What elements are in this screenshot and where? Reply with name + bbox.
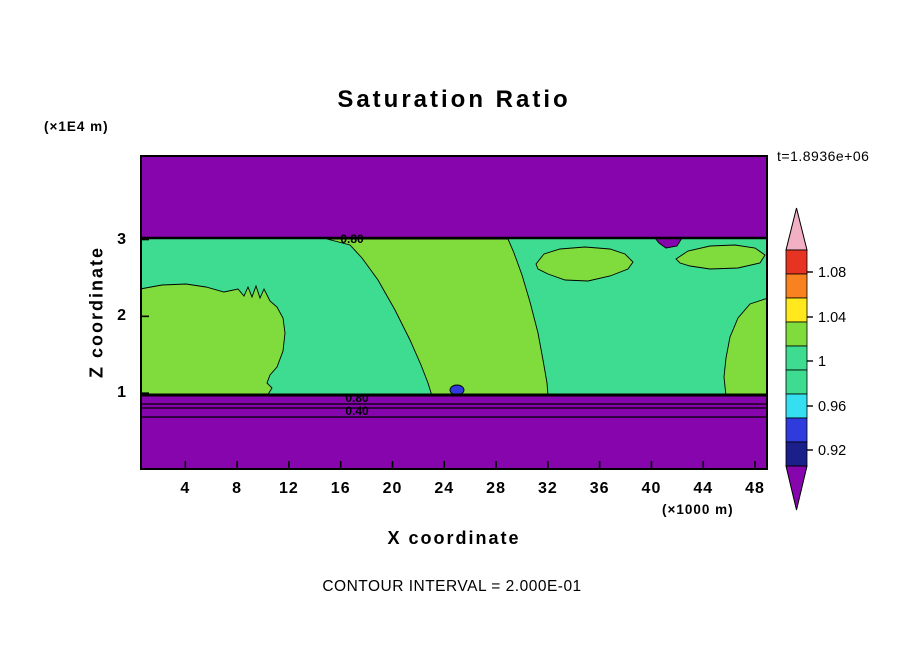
colorbar-band xyxy=(785,297,808,323)
x-tick-label: 24 xyxy=(434,480,455,497)
x-tick-label: 28 xyxy=(486,480,506,497)
colorbar-band xyxy=(785,417,808,443)
x-axis-unit-label: (×1000 m) xyxy=(662,502,734,517)
colorbar-band xyxy=(785,321,808,347)
colorbar-band xyxy=(785,273,808,299)
colorbar-band xyxy=(785,249,808,275)
colorbar-top-arrow xyxy=(785,207,808,251)
colorbar-band xyxy=(785,345,808,371)
y-tick-label: 3 xyxy=(117,230,126,248)
colorbar: 1.08 1.04 1 0.96 0.92 xyxy=(785,207,846,511)
colorbar-tick-label: 1 xyxy=(818,354,826,370)
chart-title: Saturation Ratio xyxy=(337,86,571,113)
y-tick-label: 2 xyxy=(117,307,126,325)
contour-line-label: 0.80 xyxy=(345,391,369,405)
colorbar-tick-label: 1.04 xyxy=(818,310,846,326)
contour-interval-note: CONTOUR INTERVAL = 2.000E-01 xyxy=(322,578,582,595)
contour-line-label: 0.40 xyxy=(345,404,369,418)
colorbar-tick-label: 0.92 xyxy=(818,443,846,459)
colorbar-tick-label: 1.08 xyxy=(818,265,846,281)
x-axis-title: X coordinate xyxy=(387,528,521,548)
region-lobe-upper-right xyxy=(675,244,766,270)
x-tick-label: 40 xyxy=(641,480,662,497)
x-tick-label: 16 xyxy=(330,480,351,497)
x-tick-label: 8 xyxy=(232,480,243,497)
region-lobe-left xyxy=(140,283,286,397)
x-tick-label: 44 xyxy=(693,480,714,497)
y-axis-unit-label: (×1E4 m) xyxy=(44,119,109,134)
colorbar-band xyxy=(785,441,808,467)
x-tick-label: 36 xyxy=(589,480,610,497)
region-lower-unsaturated-zone xyxy=(140,395,768,470)
x-tick-label: 12 xyxy=(279,480,299,497)
colorbar-band xyxy=(785,393,808,419)
region-upper-unsaturated-zone xyxy=(140,155,768,238)
colorbar-band xyxy=(785,369,808,395)
x-tick-label: 20 xyxy=(382,480,403,497)
contour-plot: 0.800.800.40 xyxy=(140,155,768,470)
x-tick-label: 4 xyxy=(180,480,191,497)
colorbar-tick-label: 0.96 xyxy=(818,399,846,415)
colorbar-bottom-arrow xyxy=(785,465,808,511)
x-tick-label: 32 xyxy=(537,480,558,497)
x-tick-label: 48 xyxy=(745,480,765,497)
region-lobe-upper-mid xyxy=(535,246,634,282)
y-tick-label: 1 xyxy=(117,384,126,402)
plot-frame xyxy=(140,155,768,470)
time-annotation: t=1.8936e+06 xyxy=(777,148,870,164)
contour-line-label: 0.80 xyxy=(340,232,364,246)
